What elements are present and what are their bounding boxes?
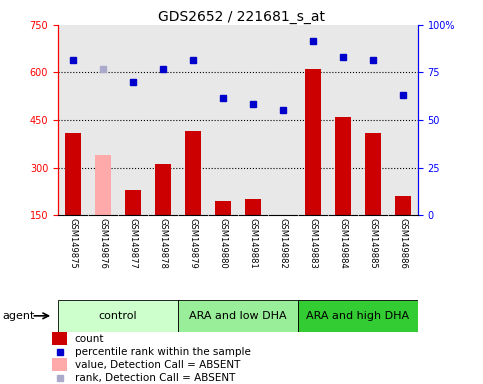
- Bar: [125, 190, 141, 215]
- Text: GSM149886: GSM149886: [398, 218, 407, 268]
- Bar: [185, 131, 201, 215]
- Bar: [244, 199, 261, 215]
- Text: GSM149882: GSM149882: [278, 218, 287, 268]
- Text: rank, Detection Call = ABSENT: rank, Detection Call = ABSENT: [75, 372, 235, 382]
- Bar: [95, 155, 111, 215]
- Text: GSM149878: GSM149878: [158, 218, 168, 268]
- Text: GSM149883: GSM149883: [308, 218, 317, 268]
- Text: GSM149875: GSM149875: [69, 218, 77, 268]
- Text: ARA and high DHA: ARA and high DHA: [306, 311, 410, 321]
- Text: GSM149881: GSM149881: [248, 218, 257, 268]
- Bar: [52, 333, 67, 345]
- Text: percentile rank within the sample: percentile rank within the sample: [75, 347, 251, 357]
- Bar: [395, 196, 411, 215]
- Text: control: control: [99, 311, 137, 321]
- Text: GSM149880: GSM149880: [218, 218, 227, 268]
- Text: count: count: [75, 334, 104, 344]
- Bar: [335, 117, 351, 215]
- Text: GSM149884: GSM149884: [338, 218, 347, 268]
- Bar: [58, 300, 178, 332]
- Bar: [155, 164, 171, 215]
- Bar: [52, 358, 67, 371]
- Text: agent: agent: [2, 311, 35, 321]
- Bar: [178, 300, 298, 332]
- Bar: [365, 132, 381, 215]
- Text: GSM149885: GSM149885: [369, 218, 377, 268]
- Text: GSM149877: GSM149877: [128, 218, 138, 268]
- Bar: [65, 132, 81, 215]
- Text: GDS2652 / 221681_s_at: GDS2652 / 221681_s_at: [158, 10, 325, 23]
- Bar: [214, 201, 231, 215]
- Bar: [305, 70, 321, 215]
- Text: value, Detection Call = ABSENT: value, Detection Call = ABSENT: [75, 359, 240, 369]
- Bar: [298, 300, 418, 332]
- Text: ARA and low DHA: ARA and low DHA: [189, 311, 287, 321]
- Bar: [275, 215, 291, 228]
- Text: GSM149879: GSM149879: [188, 218, 198, 268]
- Text: GSM149876: GSM149876: [99, 218, 107, 268]
